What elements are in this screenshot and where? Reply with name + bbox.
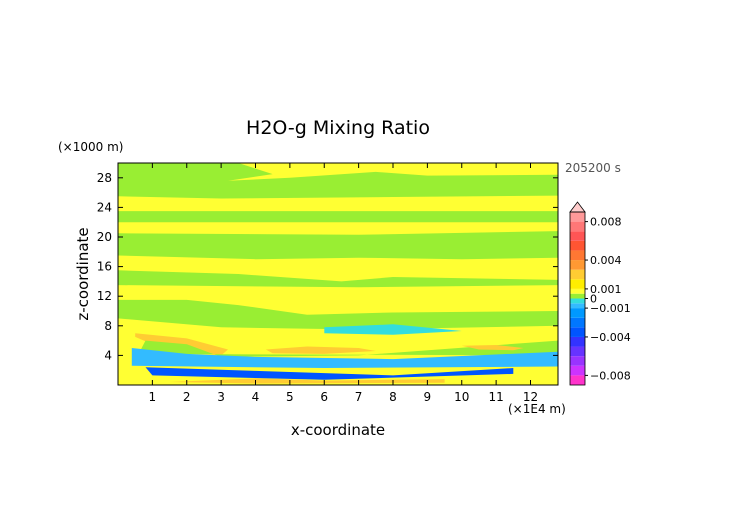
contour-region-13 xyxy=(169,378,445,384)
colorbar-swatch xyxy=(570,269,585,280)
contour-region-1 xyxy=(118,163,558,199)
colorbar-extend xyxy=(569,201,586,213)
y-tick-label: 16 xyxy=(97,260,112,274)
plot-frame xyxy=(117,162,559,386)
colorbar-label: 0.004 xyxy=(590,254,622,267)
contour-region-3 xyxy=(118,231,558,260)
x-tick-label: 10 xyxy=(454,390,469,404)
time-label: 205200 s xyxy=(565,161,621,175)
colorbar-swatch xyxy=(570,231,585,241)
x-tick-label: 8 xyxy=(389,390,397,404)
colorbar-swatch xyxy=(570,279,585,289)
x-tick-label: 1 xyxy=(149,390,157,404)
colorbar-swatch xyxy=(570,250,585,261)
x-tick-label: 9 xyxy=(424,390,432,404)
x-tick-label: 6 xyxy=(320,390,328,404)
colorbar-label: −0.008 xyxy=(590,369,631,382)
colorbar-swatch xyxy=(570,260,585,270)
y-tick-label: 8 xyxy=(104,319,112,333)
x-tick-label: 5 xyxy=(286,390,294,404)
colorbar-swatch xyxy=(570,288,585,294)
contour-region-11 xyxy=(265,346,376,354)
chart-title: H2O-g Mixing Ratio xyxy=(246,117,430,139)
contour-region-5 xyxy=(118,299,558,330)
colorbar-label: 0.001 xyxy=(590,283,622,296)
y-tick-label: 4 xyxy=(104,348,112,362)
colorbar-label: 0.008 xyxy=(590,216,622,229)
y-axis: 4 8 12 16 20 24 28 xyxy=(97,171,558,362)
colorbar-swatch xyxy=(570,303,585,309)
x-tick-label: 12 xyxy=(523,390,538,404)
contour-region-9 xyxy=(131,348,558,368)
colorbar-swatch xyxy=(570,212,585,222)
colorbar-swatch xyxy=(570,293,585,299)
colorbar-label: −0.004 xyxy=(590,331,631,344)
colorbar-label: 0 xyxy=(590,293,597,306)
x-axis-label: x-coordinate xyxy=(291,421,385,439)
colorbar-swatch xyxy=(570,240,585,251)
x-axis: 1 2 3 4 5 6 7 8 9 10 11 12 xyxy=(149,163,538,404)
contour-region-7 xyxy=(138,340,558,357)
colorbar-swatch xyxy=(570,346,585,357)
colorbar-swatch xyxy=(570,327,585,337)
colorbar-swatch xyxy=(570,375,585,385)
x-tick-label: 11 xyxy=(488,390,503,404)
x-tick-label: 4 xyxy=(252,390,260,404)
colorbar-swatch xyxy=(570,336,585,347)
x-tick-label: 7 xyxy=(355,390,363,404)
x-tick-label: 3 xyxy=(217,390,225,404)
colorbar-swatch xyxy=(570,365,585,376)
colorbar-swatch xyxy=(570,221,585,232)
colorbar-swatch xyxy=(570,298,585,304)
y-axis-unit: (×1000 m) xyxy=(58,140,123,154)
y-axis-label: z-coordinate xyxy=(74,227,92,320)
x-axis-unit: (×1E4 m) xyxy=(508,402,566,416)
y-tick-label: 24 xyxy=(97,200,112,214)
colorbar-swatch xyxy=(570,308,585,318)
colorbar-label: −0.001 xyxy=(590,302,631,315)
colorbar-swatch xyxy=(570,356,585,366)
contour-fill xyxy=(118,163,558,385)
contour-region-4 xyxy=(118,270,558,288)
contour-region-2 xyxy=(118,211,558,223)
colorbar-swatch xyxy=(570,317,585,328)
x-tick-label: 2 xyxy=(183,390,191,404)
y-tick-label: 12 xyxy=(97,289,112,303)
y-tick-label: 20 xyxy=(97,230,112,244)
y-tick-label: 28 xyxy=(97,171,112,185)
contour-region-10 xyxy=(145,367,514,380)
contour-region-8 xyxy=(324,324,462,335)
contour-region-12 xyxy=(461,345,524,351)
